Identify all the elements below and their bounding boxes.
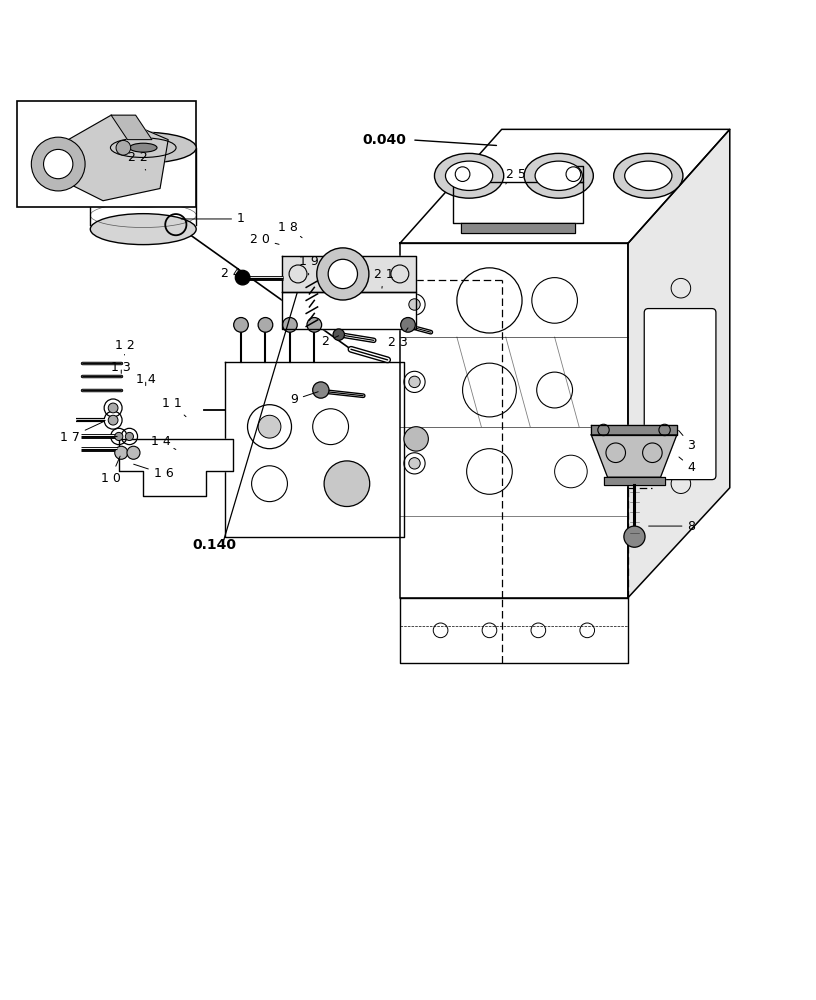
Text: 1 9: 1 9 xyxy=(299,255,318,275)
Circle shape xyxy=(333,329,344,340)
Circle shape xyxy=(258,318,273,332)
Text: 3: 3 xyxy=(679,430,695,452)
Text: 2 1: 2 1 xyxy=(374,268,393,288)
Text: 0.140: 0.140 xyxy=(192,538,236,552)
Polygon shape xyxy=(400,243,628,598)
Circle shape xyxy=(317,248,369,300)
Polygon shape xyxy=(461,223,575,233)
Circle shape xyxy=(43,149,73,179)
Text: 2 2: 2 2 xyxy=(127,151,148,170)
Text: 9: 9 xyxy=(290,392,318,406)
Circle shape xyxy=(324,461,370,507)
Ellipse shape xyxy=(446,161,493,190)
Text: 2 0: 2 0 xyxy=(250,233,279,246)
Text: 1 2: 1 2 xyxy=(114,339,135,355)
Ellipse shape xyxy=(434,153,503,198)
Circle shape xyxy=(404,427,428,451)
Circle shape xyxy=(109,403,118,413)
Text: 1: 1 xyxy=(181,212,245,225)
Polygon shape xyxy=(592,425,676,435)
Circle shape xyxy=(258,415,281,438)
Text: 1 7: 1 7 xyxy=(60,422,103,444)
Text: 1 6: 1 6 xyxy=(134,464,174,480)
Polygon shape xyxy=(628,129,730,598)
Ellipse shape xyxy=(91,214,196,245)
Text: 4: 4 xyxy=(679,457,695,474)
Polygon shape xyxy=(453,166,472,182)
Circle shape xyxy=(127,446,140,459)
Polygon shape xyxy=(400,129,730,243)
Ellipse shape xyxy=(130,143,157,152)
Circle shape xyxy=(409,376,420,388)
Polygon shape xyxy=(400,598,628,663)
Polygon shape xyxy=(224,362,404,537)
Text: 1 4: 1 4 xyxy=(135,373,156,386)
Polygon shape xyxy=(282,292,416,329)
Ellipse shape xyxy=(524,153,593,198)
Text: 2 3: 2 3 xyxy=(388,328,408,349)
Text: 1 4: 1 4 xyxy=(151,435,175,449)
Circle shape xyxy=(116,140,131,155)
Circle shape xyxy=(235,270,250,285)
Circle shape xyxy=(307,318,322,332)
Text: 8: 8 xyxy=(649,520,695,533)
Circle shape xyxy=(282,318,297,332)
Polygon shape xyxy=(592,435,676,477)
Circle shape xyxy=(313,382,329,398)
Ellipse shape xyxy=(625,161,672,190)
Polygon shape xyxy=(453,182,583,223)
Circle shape xyxy=(624,526,645,547)
Polygon shape xyxy=(604,477,664,485)
Polygon shape xyxy=(46,115,168,201)
Ellipse shape xyxy=(91,132,196,163)
Text: 1 1: 1 1 xyxy=(162,397,186,417)
FancyBboxPatch shape xyxy=(645,309,716,480)
Polygon shape xyxy=(282,256,416,292)
Text: 1 3: 1 3 xyxy=(111,361,131,374)
Ellipse shape xyxy=(614,153,683,198)
Ellipse shape xyxy=(535,161,583,190)
Polygon shape xyxy=(111,115,152,140)
Polygon shape xyxy=(91,148,196,225)
Polygon shape xyxy=(119,439,233,496)
Text: 2 5: 2 5 xyxy=(506,168,526,184)
Circle shape xyxy=(233,318,248,332)
Circle shape xyxy=(126,432,134,441)
Text: 1 8: 1 8 xyxy=(278,221,302,238)
Circle shape xyxy=(109,415,118,425)
Bar xyxy=(17,101,196,207)
Polygon shape xyxy=(565,166,583,182)
Circle shape xyxy=(401,318,415,332)
Circle shape xyxy=(115,446,128,459)
Circle shape xyxy=(328,259,357,289)
Circle shape xyxy=(31,137,85,191)
Text: 2: 2 xyxy=(321,335,339,348)
Text: 2 4: 2 4 xyxy=(220,267,243,280)
Circle shape xyxy=(115,432,123,441)
Text: 1 0: 1 0 xyxy=(100,456,121,485)
Circle shape xyxy=(409,458,420,469)
Circle shape xyxy=(409,299,420,310)
Text: 0.040: 0.040 xyxy=(362,133,406,147)
